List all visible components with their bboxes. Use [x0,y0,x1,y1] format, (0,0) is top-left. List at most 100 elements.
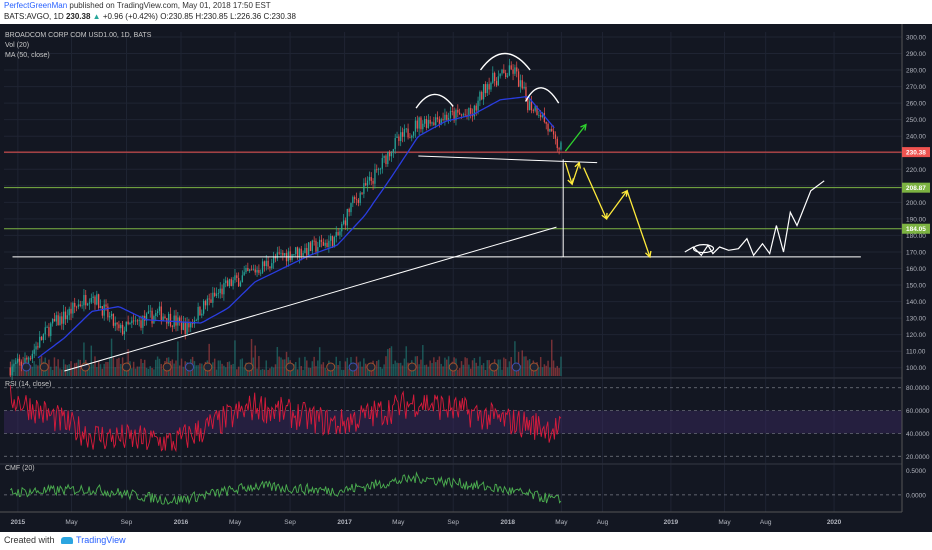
created-with: Created with TradingView [4,535,126,545]
volume-bar [324,367,326,376]
volume-bar [541,367,544,376]
volume-bar [484,369,487,376]
candle-body [540,115,542,118]
candle-body [392,149,394,153]
cmf-legend[interactable]: CMF (20) [5,465,35,472]
volume-bar [405,346,407,376]
candle-body [396,136,398,138]
candle-body [330,236,332,241]
volume-bar [33,361,35,376]
candle-body [190,323,192,328]
candle-body [508,65,511,76]
candle-body [278,252,280,254]
candle-body [333,237,336,248]
symbol-quote: BATS:AVGO, 1D 230.38 ▲ +0.96 (+0.42%) O:… [4,12,296,21]
candle-body [377,168,380,170]
bearish-arrow-1 [564,162,573,185]
price-tag-label: 208.87 [906,185,926,192]
candle-body [484,84,487,94]
candle-body [272,256,275,264]
earnings-marker [203,362,213,372]
footer-bar: Created with TradingView [0,532,932,550]
candle-body [149,310,151,312]
volume-bar [560,356,562,376]
volume-bar [94,356,96,376]
volume-bar [136,366,139,376]
candle-body [440,119,442,125]
cmf-pane [4,471,902,505]
volume-bar [296,369,299,376]
tradingview-logo[interactable]: TradingView [61,535,126,545]
candle-body [436,117,439,120]
volume-bar [506,367,509,376]
rsi-legend[interactable]: RSI (14, close) [5,381,52,388]
volume-bar [538,367,540,376]
volume-bar [294,361,297,376]
volume-bar [272,367,275,376]
volume-bar [444,357,446,376]
candle-body [499,73,501,77]
time-tick-label: Sep [284,519,296,526]
candle-body [560,142,562,150]
candle-body [64,311,67,320]
volume-bar [180,358,183,376]
candle-body [72,302,74,314]
candle-body [438,119,441,125]
volume-bar [92,364,94,376]
candle-body [457,109,459,113]
candle-body [313,240,315,242]
candle-body [249,269,251,272]
price-tag-label: 184.05 [906,226,926,233]
volume-bar [241,358,244,376]
author-link[interactable]: PerfectGreenMan [4,1,68,10]
dividend-marker [348,362,358,372]
time-tick-label: May [555,519,568,526]
candle-body [411,135,413,138]
candle-body [61,316,63,324]
price-tick-label: 150.00 [906,283,926,290]
candle-body [490,82,492,90]
volume-bar [420,359,422,376]
earnings-marker [162,362,172,372]
volume-bar [521,350,524,376]
volume-bar [90,345,93,376]
candle-body [169,313,172,327]
candle-body [204,300,207,306]
time-tick-label: Aug [760,519,772,526]
candle-body [527,98,529,111]
candle-body [543,112,546,123]
neckline [418,155,598,164]
candle-body [247,267,249,272]
volume-bar [335,356,337,376]
price-tick-label: 110.00 [906,349,926,356]
candle-body [354,197,356,200]
candle-body [226,280,229,287]
candle-body [13,363,15,367]
price-tick-label: 220.00 [906,167,926,174]
candle-body [184,321,186,335]
volume-bar [318,347,321,376]
ma-legend[interactable]: MA (50, close) [5,52,50,59]
time-tick-label: Sep [121,519,133,526]
candle-body [112,313,115,326]
candle-body [409,137,411,139]
price-chart[interactable]: 100.00 110.00 120.00 130.00 140.00 150.00 160.… [0,24,932,532]
candle-body [212,292,214,303]
candle-body [234,275,236,281]
volume-bar [379,366,382,376]
candle-body [151,310,153,324]
volume-bar [73,363,76,376]
rsi-band [4,410,902,434]
candle-body [94,296,96,305]
volume-bar [237,366,240,376]
candle-body [105,304,107,307]
price-tag [902,223,930,234]
volume-legend[interactable]: Vol (20) [5,42,30,49]
candle-body [505,72,507,78]
volume-bar [280,357,282,376]
volume-bar [504,358,507,376]
candle-body [29,358,32,360]
volume-bar [368,368,371,376]
candle-body [466,115,468,116]
price-tick-label: 190.00 [906,216,926,223]
